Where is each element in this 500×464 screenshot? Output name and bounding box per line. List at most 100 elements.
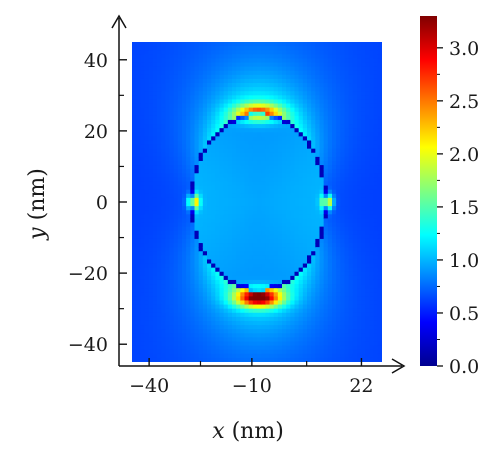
heatmap-cell <box>248 50 254 55</box>
heatmap-cell <box>227 50 233 55</box>
heatmap-cell <box>215 271 221 277</box>
heatmap-cell <box>173 160 179 166</box>
heatmap-cell <box>373 99 379 105</box>
heatmap-cell <box>269 333 275 338</box>
heatmap-cell <box>277 111 283 117</box>
heatmap-cell <box>265 296 271 302</box>
heatmap-cell <box>173 103 179 109</box>
heatmap-cell <box>223 296 229 302</box>
heatmap-cell <box>365 210 371 215</box>
heatmap-cell <box>286 119 291 125</box>
heatmap-cell <box>223 189 229 195</box>
heatmap-cell <box>286 349 291 355</box>
heatmap-cell <box>286 115 291 121</box>
heatmap-cell <box>207 341 212 347</box>
heatmap-cell <box>257 329 262 334</box>
heatmap-cell <box>377 341 382 347</box>
heatmap-cell <box>186 234 191 240</box>
heatmap-cell <box>152 78 158 84</box>
heatmap-cell <box>340 222 346 228</box>
heatmap-cell <box>327 300 333 306</box>
heatmap-cell <box>332 308 337 314</box>
heatmap-cell <box>165 312 171 318</box>
heatmap-cell <box>357 119 362 125</box>
heatmap-cell <box>302 259 308 265</box>
heatmap-cell <box>211 329 216 334</box>
heatmap-cell <box>332 333 337 338</box>
heatmap-cell <box>377 70 382 76</box>
heatmap-cell <box>332 185 337 191</box>
heatmap-cell <box>282 70 287 76</box>
heatmap-cell <box>332 288 337 293</box>
heatmap-cell <box>319 189 325 195</box>
heatmap-cell <box>298 107 304 113</box>
heatmap-cell <box>186 107 191 113</box>
heatmap-cell <box>186 349 191 355</box>
heatmap-cell <box>257 312 262 318</box>
heatmap-cell <box>207 87 212 92</box>
heatmap-cell <box>182 243 187 248</box>
heatmap-cell <box>361 107 366 113</box>
heatmap-cell <box>344 345 350 351</box>
heatmap-cell <box>290 136 296 142</box>
heatmap-cell <box>348 50 354 55</box>
heatmap-cell <box>323 316 329 322</box>
heatmap-cell <box>340 91 346 96</box>
heatmap-cell <box>252 251 258 256</box>
heatmap-cell <box>190 255 196 261</box>
heatmap-cell <box>311 83 316 88</box>
heatmap-cell <box>211 267 216 273</box>
heatmap-cell <box>240 243 246 248</box>
heatmap-cell <box>252 185 258 191</box>
heatmap-cell <box>186 214 191 220</box>
heatmap-cell <box>290 259 296 265</box>
heatmap-cell <box>182 78 187 84</box>
heatmap-cell <box>215 357 221 362</box>
heatmap-cell <box>240 202 246 207</box>
heatmap-cell <box>269 218 275 224</box>
heatmap-cell <box>344 95 350 101</box>
heatmap-cell <box>223 156 229 162</box>
heatmap-cell <box>357 267 362 273</box>
heatmap-cell <box>177 197 183 203</box>
heatmap-cell <box>269 312 275 318</box>
heatmap-cell <box>152 165 158 170</box>
heatmap-cell <box>236 226 241 232</box>
heatmap-cell <box>282 181 287 187</box>
heatmap-cell <box>290 197 296 203</box>
heatmap-cell <box>161 181 166 187</box>
heatmap-cell <box>319 333 325 338</box>
heatmap-cell <box>157 218 162 224</box>
heatmap-cell <box>302 54 308 60</box>
heatmap-cell <box>186 247 191 252</box>
heatmap-cell <box>340 62 346 68</box>
heatmap-cell <box>265 251 271 256</box>
heatmap-cell <box>294 255 300 261</box>
heatmap-cell <box>182 341 187 347</box>
heatmap-cell <box>169 259 175 265</box>
heatmap-cell <box>244 74 250 80</box>
heatmap-cell <box>227 243 233 248</box>
heatmap-cell <box>140 349 146 355</box>
heatmap-cell <box>269 119 275 125</box>
heatmap-cell <box>377 87 382 92</box>
heatmap-cell <box>352 316 358 322</box>
heatmap-cell <box>232 288 237 293</box>
heatmap-cell <box>144 206 150 211</box>
heatmap-cell <box>198 214 204 220</box>
heatmap-cell <box>240 288 246 293</box>
heatmap-cell <box>352 234 358 240</box>
heatmap-cell <box>257 292 262 297</box>
heatmap-cell <box>365 83 371 88</box>
heatmap-cell <box>332 193 337 199</box>
heatmap-cell <box>348 177 354 183</box>
heatmap-cell <box>257 144 262 150</box>
heatmap-cell <box>311 255 316 261</box>
heatmap-cell <box>182 222 187 228</box>
heatmap-cell <box>377 140 382 146</box>
heatmap-cell <box>169 140 175 146</box>
heatmap-cell <box>282 333 287 338</box>
heatmap-cell <box>377 349 382 355</box>
heatmap-cell <box>223 316 229 322</box>
